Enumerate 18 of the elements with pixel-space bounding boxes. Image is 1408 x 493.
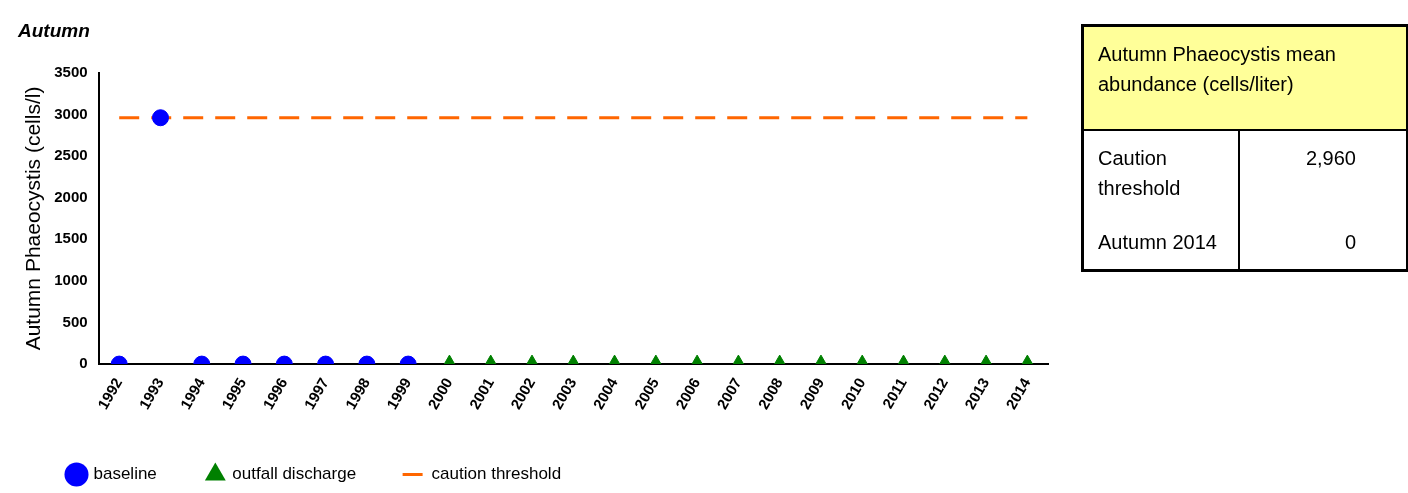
text: 0 (1343, 230, 1357, 255)
y-tick-label: 2000 (54, 187, 88, 205)
text: Caution threshold (1084, 131, 1239, 215)
y-axis-title: Autumn Phaeocystis (cells/l) (21, 86, 45, 351)
y-tick-label: 3000 (54, 104, 88, 122)
text: 2,960 (1304, 146, 1357, 171)
y-tick-label: 0 (79, 354, 88, 372)
legend-label: caution threshold (431, 464, 562, 484)
legend-label: baseline (93, 464, 157, 484)
y-tick-label: 1000 (54, 271, 88, 289)
y-tick-label: 1500 (54, 229, 88, 247)
legend-label: outfall discharge (232, 464, 357, 484)
y-tick-label: 3500 (54, 62, 88, 80)
text: Autumn 2014 (1084, 215, 1239, 269)
chart-title: Autumn (17, 19, 90, 41)
y-tick-label: 2500 (54, 146, 88, 164)
y-tick-label: 500 (62, 312, 88, 330)
text: Autumn Phaeocystis mean abundance (cells/liter) (1084, 27, 1406, 131)
